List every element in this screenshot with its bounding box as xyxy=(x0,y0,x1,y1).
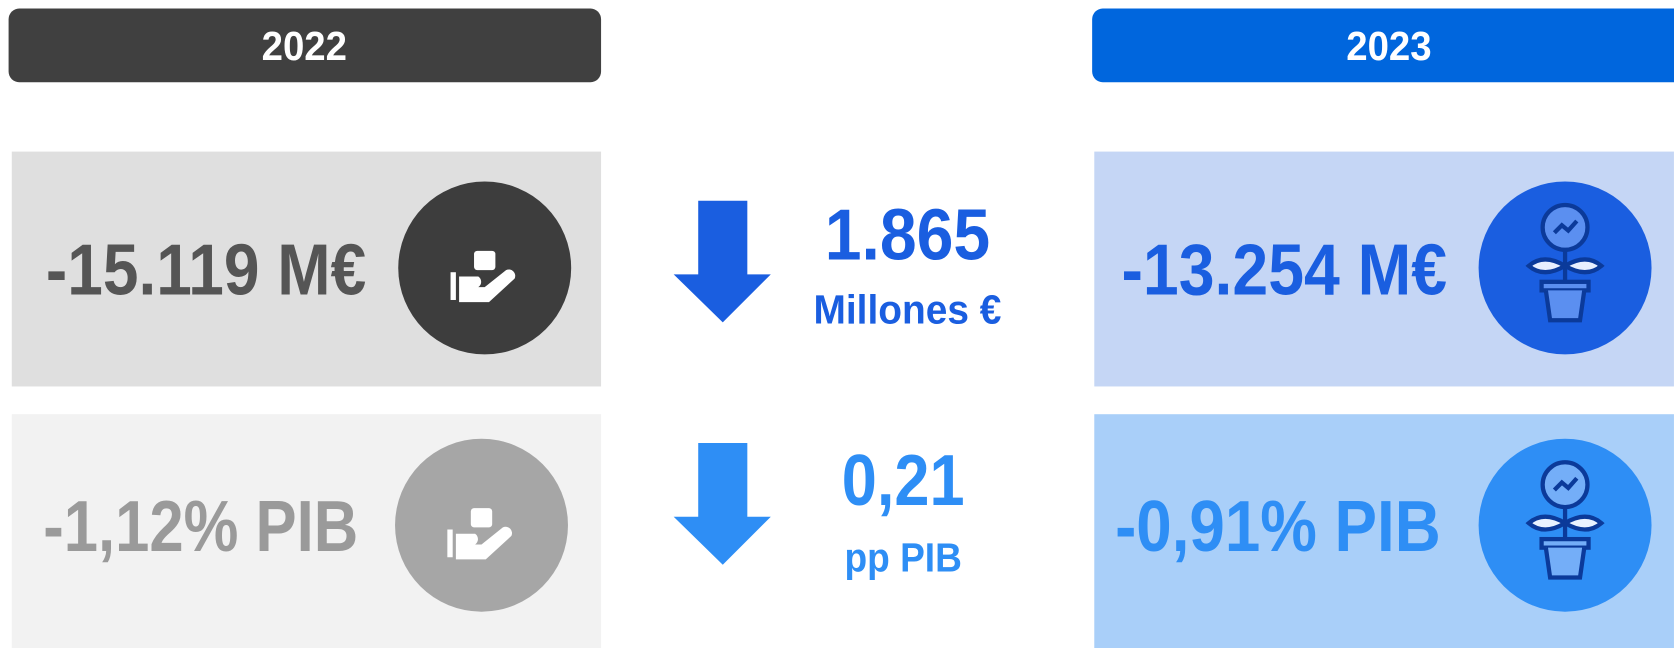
header-label: 2022 xyxy=(262,23,347,69)
change-unit: pp PIB xyxy=(844,534,961,580)
hand-icon xyxy=(450,250,516,303)
change-value: 0,21 xyxy=(842,440,965,521)
change-unit: Millones € xyxy=(814,287,1002,333)
plant-icon xyxy=(1525,460,1605,580)
hand-icon xyxy=(447,508,513,560)
header-2023 xyxy=(1092,8,1674,83)
down-arrow xyxy=(673,200,771,323)
header-label: 2023 xyxy=(1346,23,1431,69)
header-2022 xyxy=(8,8,602,83)
value: -1,12% PIB xyxy=(43,486,358,567)
change-value: 1.865 xyxy=(825,194,990,275)
value: -15.119 M€ xyxy=(46,230,366,311)
value: -0,91% PIB xyxy=(1115,486,1441,567)
value: -13.254 M€ xyxy=(1122,230,1448,311)
down-arrow xyxy=(673,443,771,565)
plant-icon xyxy=(1525,202,1605,323)
